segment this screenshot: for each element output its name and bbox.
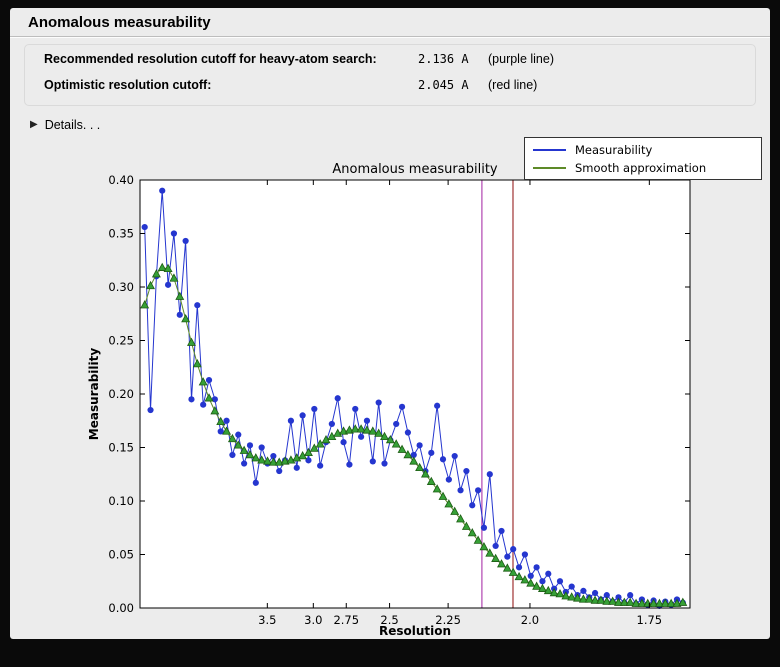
panel-title: Anomalous measurability	[28, 14, 211, 31]
x-tick-label: 1.75	[637, 613, 663, 627]
x-tick-label: 2.5	[380, 613, 398, 627]
x-tick-label: 2.25	[435, 613, 461, 627]
chart-title: Anomalous measurability	[332, 162, 498, 177]
y-tick-label: 0.20	[108, 387, 134, 401]
measurability-chart-canvas: 3.5 3.0 2.75 2.5 2.25 2.0 1.75 0.00 0.05 0.10 0.15…	[108, 173, 691, 627]
legend-entry-smooth: Smooth approximation	[533, 160, 753, 175]
recommended-cutoff-value: 2.136 A	[418, 52, 469, 66]
recommended-cutoff-row: Recommended resolution cutoff for heavy-…	[10, 52, 770, 68]
details-label: Details. . .	[44, 118, 101, 132]
recommended-cutoff-note: (purple line)	[488, 52, 555, 66]
x-tick-label: 2.0	[521, 613, 539, 627]
optimistic-cutoff-label: Optimistic resolution cutoff:	[44, 78, 212, 92]
recommended-cutoff-label: Recommended resolution cutoff for heavy-…	[44, 52, 377, 66]
legend-label-measurability: Measurability	[575, 142, 653, 157]
anomalous-measurability-panel: Anomalous measurability Recommended reso…	[10, 8, 770, 639]
optimistic-cutoff-value: 2.045 A	[418, 78, 469, 92]
legend-label-smooth: Smooth approximation	[575, 160, 707, 175]
disclosure-triangle-icon: ▶	[30, 119, 38, 130]
x-axis-label: Resolution	[378, 624, 452, 638]
smooth-line-swatch	[533, 166, 566, 169]
x-tick-label: 2.75	[333, 613, 359, 627]
plot-frame	[139, 179, 691, 609]
plot-area	[140, 180, 690, 608]
x-tick-label: 3.5	[258, 613, 276, 627]
details-disclosure[interactable]: ▶ Details. . .	[30, 116, 100, 134]
y-tick-label: 0.40	[108, 173, 134, 187]
chart-legend: Measurability Smooth approximation	[524, 137, 762, 180]
smooth-approximation-markers	[140, 262, 688, 607]
optimistic-cutoff-row: Optimistic resolution cutoff: 2.045 A (r…	[10, 78, 770, 94]
y-tick-label: 0.35	[108, 227, 134, 241]
measurability-line-swatch	[533, 148, 566, 151]
y-tick-label: 0.30	[108, 280, 134, 294]
y-tick-label: 0.00	[108, 601, 134, 615]
optimistic-cutoff-note: (red line)	[488, 78, 538, 92]
x-tick-label: 3.0	[304, 613, 322, 627]
header-divider	[10, 36, 770, 38]
y-tick-label: 0.05	[108, 548, 134, 562]
cutoff-info-box	[24, 44, 756, 106]
y-tick-label: 0.25	[108, 334, 134, 348]
y-tick-label: 0.15	[108, 441, 134, 455]
legend-entry-measurability: Measurability	[533, 142, 753, 157]
y-tick-label: 0.10	[108, 494, 134, 508]
